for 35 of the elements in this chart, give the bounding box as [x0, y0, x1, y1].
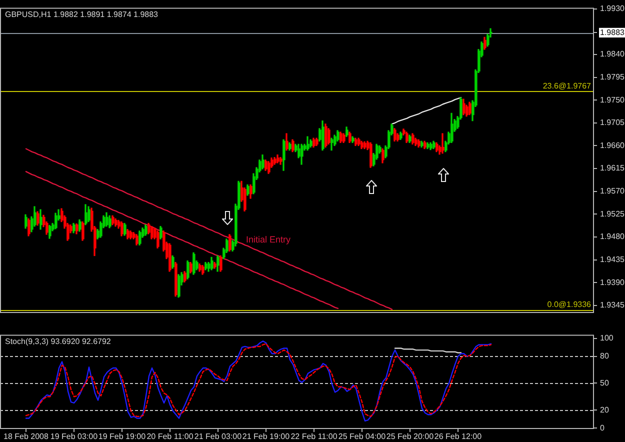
y-tick-label: 50 [600, 378, 610, 388]
y-tick-label: 1.9345 [600, 300, 625, 310]
y-tick-label: 1.9930 [600, 4, 625, 14]
y-tick-label: 1.9795 [600, 72, 625, 82]
y-tick-label: 1.9525 [600, 209, 625, 218]
y-tick-label: 1.9883 [600, 28, 625, 37]
x-tick-label: 25 Feb 20:00 [386, 432, 434, 442]
y-tick-label: 0 [600, 423, 605, 432]
y-tick-label: 1.9750 [600, 95, 625, 104]
y-tick-label: 1.9390 [600, 278, 625, 287]
y-tick-label: 100 [600, 334, 614, 343]
y-tick-label: 1.9480 [600, 232, 625, 242]
x-tick-label: 21 Feb 03:00 [194, 432, 242, 442]
y-tick-label: 1.9705 [600, 118, 625, 128]
x-tick-label: 22 Feb 11:00 [290, 432, 338, 442]
y-tick-label: 1.9615 [600, 164, 625, 173]
x-tick-label: 20 Feb 11:00 [146, 432, 194, 442]
y-tick-label: 1.9570 [600, 186, 625, 196]
chart-title: GBPUSD,H1 1.9882 1.9891 1.9874 1.9883 [5, 10, 159, 20]
chart-title: Stoch(9,3,3) 93.6920 92.6792 [5, 337, 112, 346]
x-tick-label: 21 Feb 19:00 [242, 432, 290, 442]
ref-line-label: 23.6@1.9767 [542, 82, 592, 91]
annotation: Initial Entry [246, 234, 292, 244]
ref-line-label: 0.0@1.9336 [547, 300, 592, 310]
y-tick-label: 20 [600, 405, 610, 414]
x-tick-label: 19 Feb 19:00 [98, 432, 146, 442]
y-tick-label: 1.9435 [600, 254, 625, 264]
x-tick-label: 18 Feb 2008 [4, 432, 50, 442]
candlestick [442, 133, 444, 154]
y-tick-label: 80 [600, 352, 610, 361]
x-tick-label: 19 Feb 03:00 [50, 432, 98, 442]
x-tick-label: 25 Feb 04:00 [338, 432, 386, 442]
y-tick-label: 1.9660 [600, 140, 625, 150]
x-tick-label: 26 Feb 12:00 [434, 432, 482, 442]
y-tick-label: 1.9840 [600, 50, 625, 59]
